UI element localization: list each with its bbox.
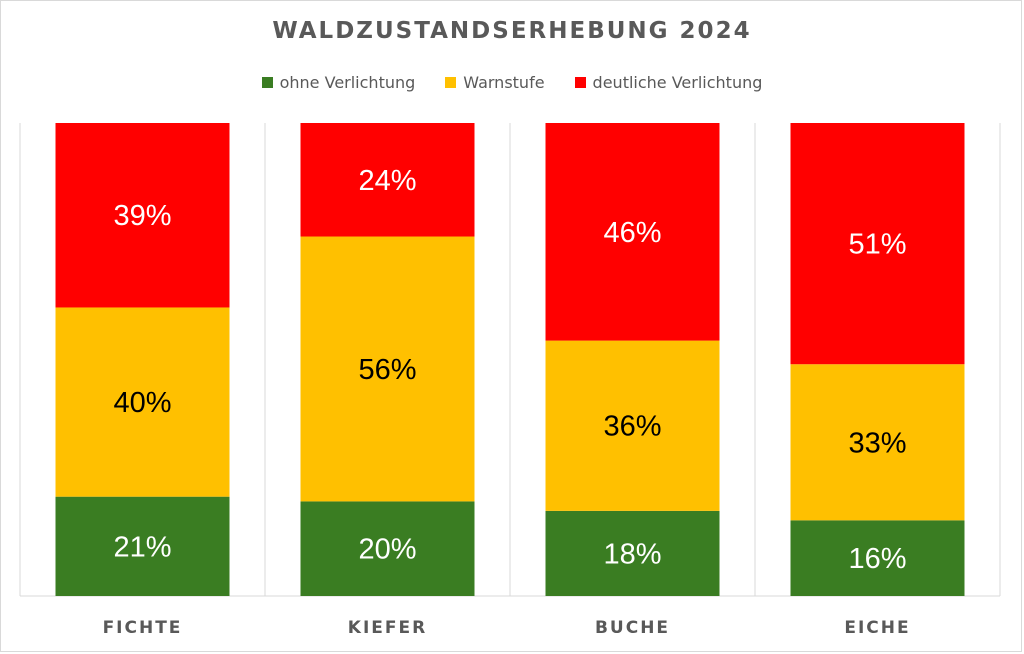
legend-label-warnstufe: Warnstufe <box>463 73 545 92</box>
data-label-fichte-deutliche-verlichtung: 39% <box>113 200 171 232</box>
data-label-kiefer-deutliche-verlichtung: 24% <box>358 165 416 197</box>
category-label-eiche: EICHE <box>844 618 910 638</box>
data-label-eiche-ohne-verlichtung: 16% <box>848 543 906 575</box>
bar-segment-eiche-deutliche-verlichtung <box>790 123 965 365</box>
data-label-buche-warnstufe: 36% <box>603 411 661 443</box>
bar-segment-fichte-warnstufe <box>55 307 230 497</box>
legend-item-warnstufe: Warnstufe <box>445 73 545 92</box>
legend-label-deutliche-verlichtung: deutliche Verlichtung <box>592 73 763 92</box>
data-label-eiche-deutliche-verlichtung: 51% <box>848 229 906 261</box>
legend-swatch-warnstufe <box>445 77 457 88</box>
category-label-kiefer: KIEFER <box>348 618 427 638</box>
bar-segment-kiefer-ohne-verlichtung <box>300 501 475 596</box>
chart-title: WALDZUSTANDSERHEBUNG 2024 <box>272 18 752 44</box>
bar-segment-eiche-ohne-verlichtung <box>790 520 965 596</box>
bar-segment-fichte-deutliche-verlichtung <box>55 123 230 308</box>
legend-item-ohne-verlichtung: ohne Verlichtung <box>261 73 416 92</box>
category-label-fichte: FICHTE <box>103 618 183 638</box>
data-label-buche-deutliche-verlichtung: 46% <box>603 217 661 249</box>
bar-segment-buche-deutliche-verlichtung <box>545 123 720 341</box>
chart-legend: ohne Verlichtung Warnstufe deutliche Ver… <box>0 73 1024 92</box>
legend-swatch-ohne-verlichtung <box>261 77 273 88</box>
bar-segment-eiche-warnstufe <box>790 364 965 521</box>
data-label-eiche-warnstufe: 33% <box>848 427 906 459</box>
data-label-kiefer-warnstufe: 56% <box>358 354 416 386</box>
legend-item-deutliche-verlichtung: deutliche Verlichtung <box>574 73 763 92</box>
category-label-buche: BUCHE <box>595 618 670 638</box>
data-label-kiefer-ohne-verlichtung: 20% <box>358 534 416 566</box>
legend-swatch-deutliche-verlichtung <box>574 77 586 88</box>
data-label-fichte-ohne-verlichtung: 21% <box>113 531 171 563</box>
bar-segment-kiefer-warnstufe <box>300 236 475 502</box>
bar-segment-fichte-ohne-verlichtung <box>55 496 230 596</box>
legend-label-ohne-verlichtung: ohne Verlichtung <box>279 73 416 92</box>
bar-segment-kiefer-deutliche-verlichtung <box>300 123 475 237</box>
data-label-fichte-warnstufe: 40% <box>113 387 171 419</box>
data-label-buche-ohne-verlichtung: 18% <box>603 538 661 570</box>
bar-segment-buche-warnstufe <box>545 340 720 511</box>
bar-segment-buche-ohne-verlichtung <box>545 510 720 596</box>
